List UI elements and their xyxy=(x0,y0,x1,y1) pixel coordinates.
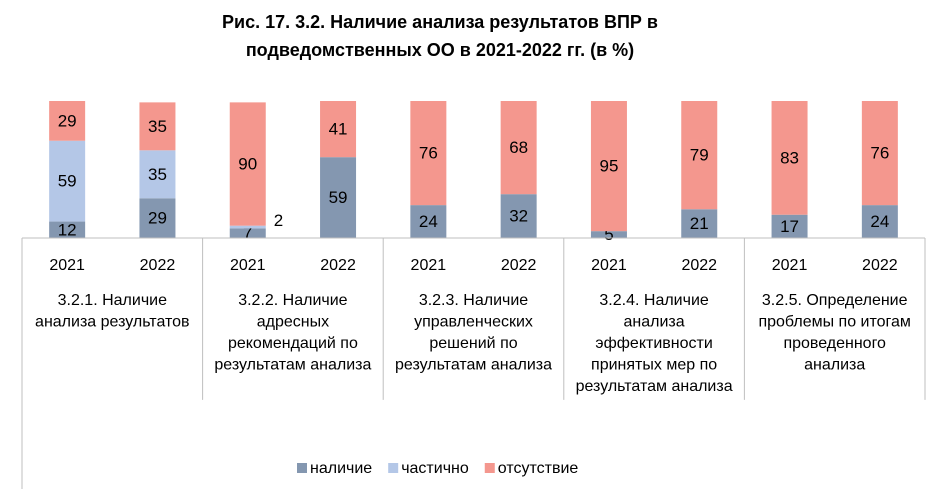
bar-segment xyxy=(229,225,266,229)
data-label: 35 xyxy=(148,165,167,184)
bar-segment xyxy=(771,214,808,238)
group-label: принятых мер по xyxy=(591,357,717,374)
group-label: 3.2.5. Определение xyxy=(762,292,908,309)
data-label: 95 xyxy=(599,157,618,176)
data-label: 59 xyxy=(329,188,348,207)
data-label: 29 xyxy=(148,209,167,228)
group-label: 3.2.2. Наличие xyxy=(238,292,347,309)
group-label: эффективности xyxy=(595,335,712,352)
data-label: 17 xyxy=(780,217,799,236)
group-label: адресных xyxy=(257,314,329,331)
bar-segment xyxy=(229,102,266,226)
chart-title: подведомственных ОО в 2021-2022 гг. (в %… xyxy=(246,40,634,60)
x-tick-label: 2022 xyxy=(140,257,176,274)
bar-segment xyxy=(590,101,627,232)
bar-segment xyxy=(771,101,808,215)
data-label: 21 xyxy=(690,214,709,233)
group-label: анализа результатов xyxy=(35,314,190,331)
x-tick-label: 2021 xyxy=(411,257,447,274)
x-tick-label: 2022 xyxy=(862,257,898,274)
data-label: 90 xyxy=(238,155,257,174)
bar-segment xyxy=(861,205,898,238)
bar-segment xyxy=(320,157,357,238)
legend-label: отсутствие xyxy=(498,460,579,477)
group-label: результатам анализа xyxy=(214,357,371,374)
chart-title: Рис. 17. 3.2. Наличие анализа результато… xyxy=(222,12,658,32)
data-label: 76 xyxy=(419,144,438,163)
legend-swatch xyxy=(297,463,307,473)
data-label: 41 xyxy=(329,120,348,139)
bar-segment xyxy=(681,209,718,238)
bar-segment xyxy=(320,101,357,158)
group-label: проблемы по итогам xyxy=(758,314,910,331)
x-tick-label: 2021 xyxy=(591,257,627,274)
data-label: 7 xyxy=(243,224,252,243)
bar-segment xyxy=(229,228,266,238)
bar-segment xyxy=(139,150,176,199)
data-label: 79 xyxy=(690,146,709,165)
group-label: решений по xyxy=(429,335,517,352)
bar-segment xyxy=(49,221,86,238)
data-label: 83 xyxy=(780,148,799,167)
x-tick-label: 2021 xyxy=(772,257,808,274)
group-label: результатам анализа xyxy=(395,357,552,374)
bar-segment xyxy=(681,101,718,210)
bar-segment xyxy=(49,140,86,222)
x-tick-label: 2021 xyxy=(230,257,266,274)
group-label: 3.2.3. Наличие xyxy=(419,292,528,309)
data-label: 24 xyxy=(419,212,438,231)
group-label: 3.2.1. Наличие xyxy=(58,292,167,309)
group-label: 3.2.4. Наличие xyxy=(599,292,708,309)
data-label: 59 xyxy=(58,172,77,191)
data-label: 76 xyxy=(870,144,889,163)
group-label: анализа xyxy=(624,314,685,331)
legend-label: частично xyxy=(401,460,469,477)
bar-segment xyxy=(590,231,627,238)
group-label: управленческих xyxy=(414,314,533,331)
data-label: 32 xyxy=(509,207,528,226)
bar-segment xyxy=(500,101,537,195)
legend-label: наличие xyxy=(310,460,372,477)
data-label: 29 xyxy=(58,111,77,130)
x-tick-label: 2022 xyxy=(501,257,537,274)
data-label: 35 xyxy=(148,117,167,136)
legend-swatch xyxy=(484,463,495,473)
data-label: 24 xyxy=(870,212,889,231)
bar-segment xyxy=(49,101,86,141)
group-label: анализа xyxy=(804,357,865,374)
bar-segment xyxy=(410,205,447,238)
x-tick-label: 2022 xyxy=(320,257,356,274)
group-label: результатам анализа xyxy=(576,378,733,395)
data-label: 2 xyxy=(274,211,283,230)
legend-swatch xyxy=(388,463,399,473)
bar-segment xyxy=(500,194,537,238)
data-label: 5 xyxy=(604,225,613,244)
group-label: рекомендаций по xyxy=(228,335,358,352)
x-tick-label: 2022 xyxy=(681,257,717,274)
bar-segment xyxy=(139,102,176,151)
data-label: 12 xyxy=(58,220,77,239)
group-label: проведенного xyxy=(783,335,886,352)
x-tick-label: 2021 xyxy=(49,257,85,274)
bar-segment xyxy=(139,198,176,238)
bar-segment xyxy=(861,101,898,206)
data-label: 68 xyxy=(509,138,528,157)
bar-segment xyxy=(410,101,447,206)
